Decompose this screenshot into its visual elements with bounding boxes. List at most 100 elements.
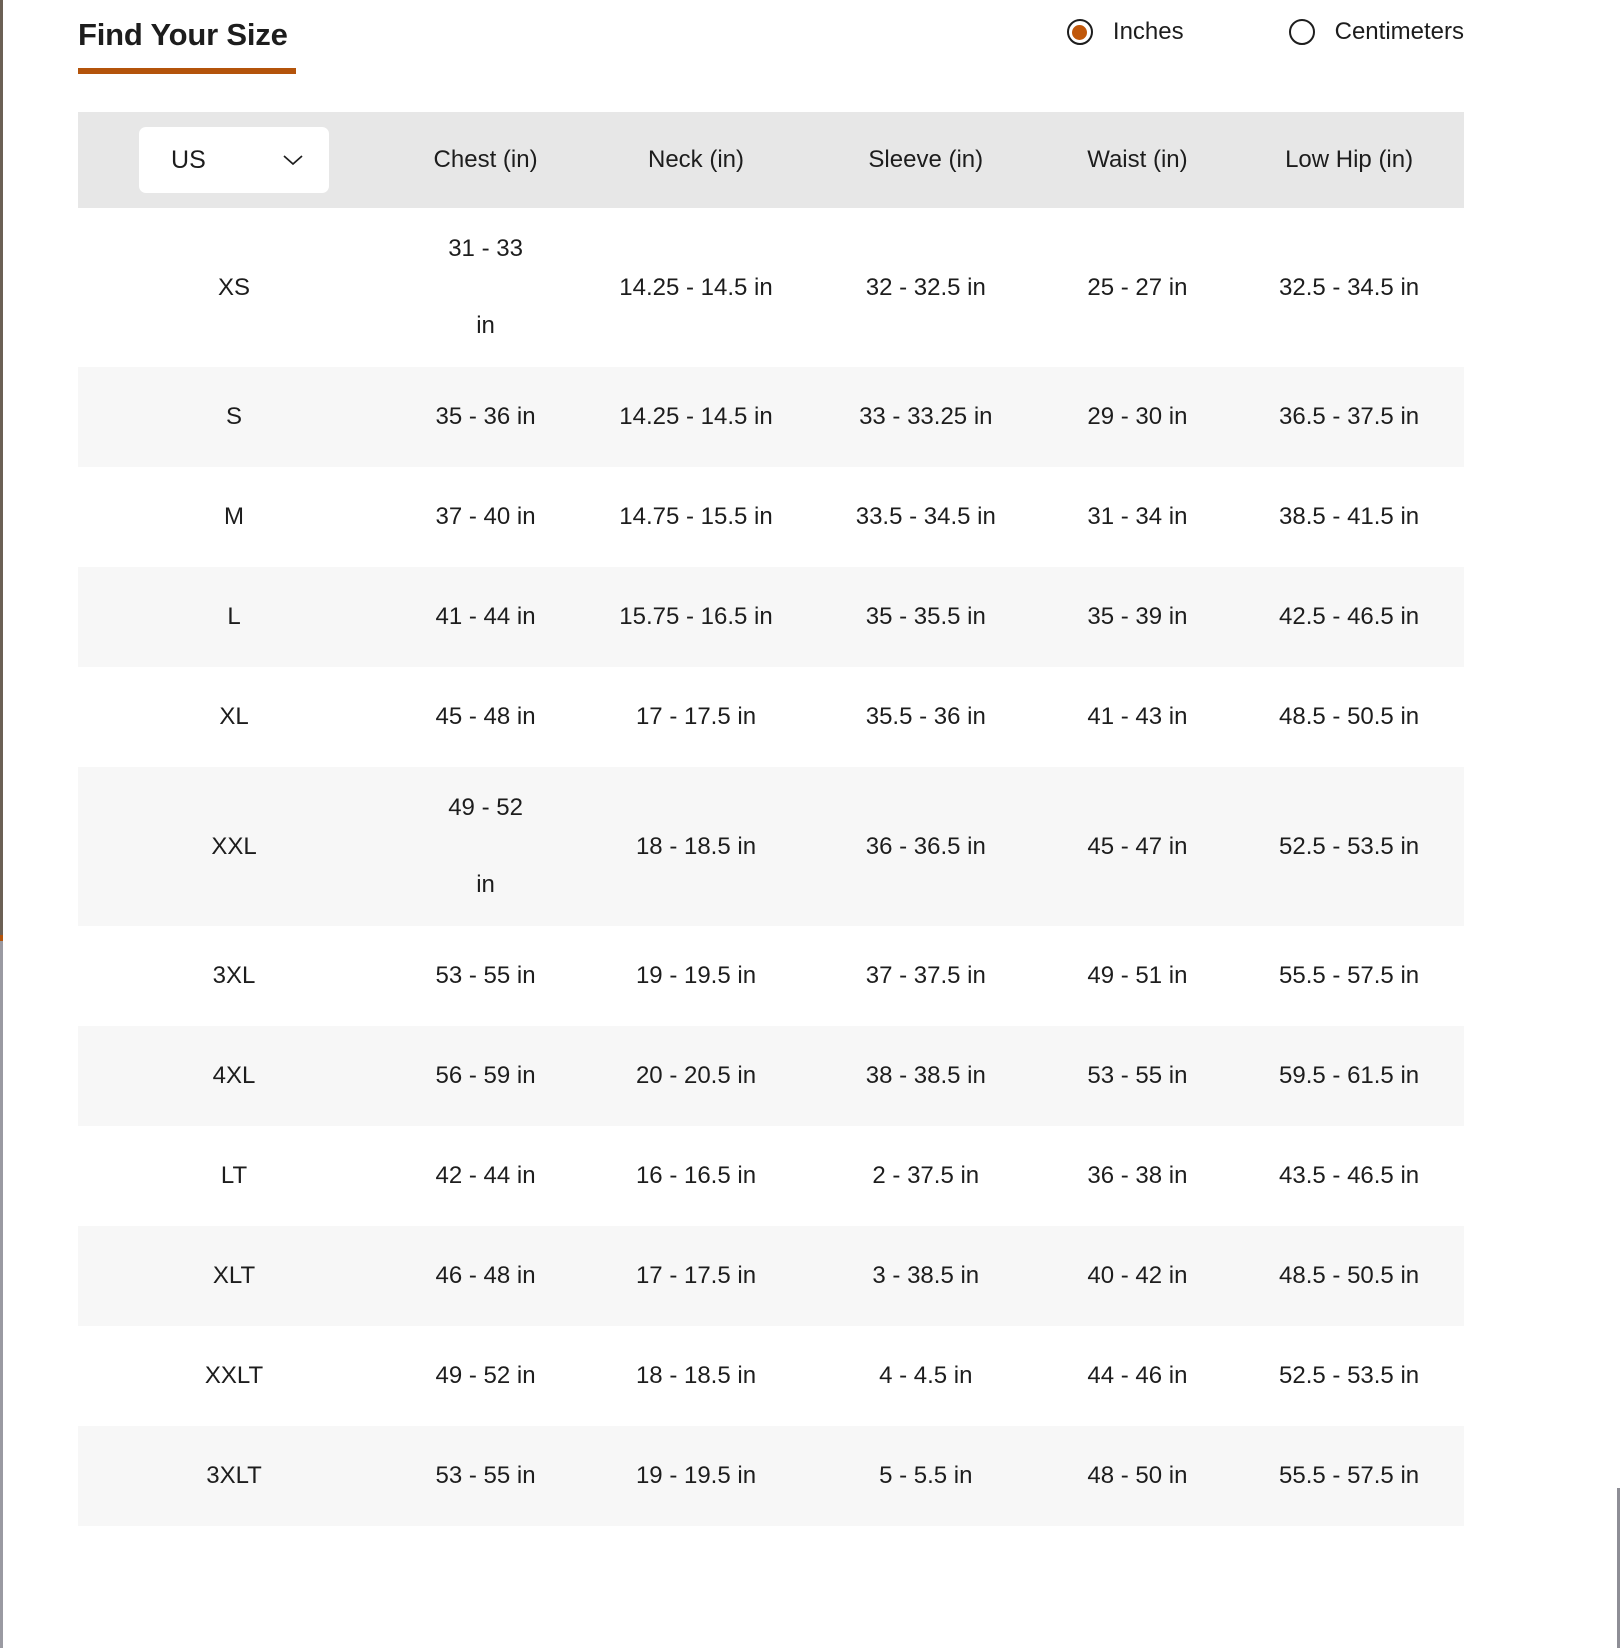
cell-neck: 17 - 17.5 in bbox=[635, 703, 757, 730]
right-edge-artifact bbox=[1617, 0, 1620, 1648]
unit-toggle-group: Inches Centimeters bbox=[1066, 18, 1464, 46]
cell-sleeve: 33 - 33.25 in bbox=[859, 403, 993, 430]
column-header-neck: Neck (in) bbox=[647, 146, 744, 173]
cell-neck: 15.75 - 16.5 in bbox=[619, 603, 773, 630]
table-row: 4XL 56 - 59 in 20 - 20.5 in 38 - 38.5 in 53 … bbox=[78, 1026, 1464, 1126]
cell-low-hip: 32.5 - 34.5 in bbox=[1279, 273, 1420, 301]
size-system-value: US bbox=[171, 145, 206, 174]
cell-size: 3XL bbox=[212, 962, 256, 989]
cell-low-hip: 36.5 - 37.5 in bbox=[1279, 403, 1420, 430]
table-row: LT 42 - 44 in 16 - 16.5 in 2 - 37.5 in 36 - … bbox=[78, 1126, 1464, 1226]
unit-option-centimeters-label: Centimeters bbox=[1334, 18, 1464, 45]
left-edge-artifact bbox=[0, 0, 3, 1648]
cell-low-hip: 55.5 - 57.5 in bbox=[1279, 1462, 1420, 1489]
cell-sleeve: 4 - 4.5 in bbox=[879, 1362, 973, 1389]
table-header: US Chest (in) Neck (in) Sleeve (in) Wais… bbox=[78, 112, 1464, 208]
cell-sleeve: 32 - 32.5 in bbox=[865, 273, 986, 301]
size-system-dropdown[interactable]: US bbox=[139, 127, 330, 193]
table-row: XXL 49 - 52 in 18 - 18.5 in 36 - 36.5 in 45 … bbox=[78, 767, 1464, 926]
cell-waist: 44 - 46 in bbox=[1087, 1362, 1188, 1389]
cell-waist: 29 - 30 in bbox=[1087, 403, 1188, 430]
cell-size: L bbox=[227, 603, 241, 630]
unit-option-inches-label: Inches bbox=[1112, 18, 1184, 45]
table-row: XL 45 - 48 in 17 - 17.5 in 35.5 - 36 in 41 -… bbox=[78, 667, 1464, 767]
table-body: XS 31 - 33 in 14.25 - 14.5 in 32 - 32.5 in 2… bbox=[78, 208, 1464, 1526]
cell-sleeve: 35.5 - 36 in bbox=[865, 703, 986, 730]
cell-low-hip: 52.5 - 53.5 in bbox=[1279, 832, 1420, 860]
cell-neck: 16 - 16.5 in bbox=[635, 1162, 757, 1189]
table-header-row: US Chest (in) Neck (in) Sleeve (in) Wais… bbox=[78, 112, 1464, 208]
cell-neck: 18 - 18.5 in bbox=[635, 1362, 757, 1389]
cell-waist: 45 - 47 in bbox=[1087, 832, 1188, 860]
chart-header: Find Your Size Inches Centimeters bbox=[78, 0, 1464, 112]
cell-sleeve: 5 - 5.5 in bbox=[879, 1462, 973, 1489]
unit-option-inches[interactable]: Inches bbox=[1066, 18, 1184, 46]
cell-waist: 36 - 38 in bbox=[1087, 1162, 1188, 1189]
cell-low-hip: 42.5 - 46.5 in bbox=[1279, 603, 1420, 630]
cell-sleeve: 36 - 36.5 in bbox=[865, 832, 986, 860]
radio-unselected-icon bbox=[1288, 19, 1315, 45]
cell-chest: 45 - 48 in bbox=[435, 703, 536, 730]
size-chart-table: US Chest (in) Neck (in) Sleeve (in) Wais… bbox=[78, 112, 1464, 1526]
cell-chest: 53 - 55 in bbox=[435, 962, 536, 989]
cell-neck: 14.25 - 14.5 in bbox=[619, 273, 773, 301]
cell-neck: 17 - 17.5 in bbox=[635, 1262, 757, 1289]
cell-size: S bbox=[226, 403, 243, 430]
column-header-sleeve: Sleeve (in) bbox=[868, 146, 984, 173]
cell-low-hip: 55.5 - 57.5 in bbox=[1279, 962, 1420, 989]
cell-neck: 19 - 19.5 in bbox=[635, 1462, 757, 1489]
cell-chest: 41 - 44 in bbox=[435, 603, 536, 630]
cell-low-hip: 38.5 - 41.5 in bbox=[1279, 503, 1420, 530]
cell-sleeve: 38 - 38.5 in bbox=[865, 1062, 986, 1089]
cell-neck: 19 - 19.5 in bbox=[635, 962, 757, 989]
cell-chest: 31 - 33 in bbox=[448, 234, 523, 339]
cell-sleeve: 37 - 37.5 in bbox=[865, 962, 986, 989]
cell-neck: 14.25 - 14.5 in bbox=[619, 403, 773, 430]
table-row: XLT 46 - 48 in 17 - 17.5 in 3 - 38.5 in 40 -… bbox=[78, 1226, 1464, 1326]
cell-chest: 49 - 52 in bbox=[448, 793, 523, 898]
cell-waist: 35 - 39 in bbox=[1087, 603, 1188, 630]
cell-waist: 25 - 27 in bbox=[1087, 273, 1188, 301]
cell-size: M bbox=[224, 503, 245, 530]
table-row: 3XL 53 - 55 in 19 - 19.5 in 37 - 37.5 in 49 … bbox=[78, 926, 1464, 1026]
cell-sleeve: 3 - 38.5 in bbox=[872, 1262, 980, 1289]
cell-chest: 35 - 36 in bbox=[435, 403, 536, 430]
column-header-low-hip: Low Hip (in) bbox=[1285, 146, 1414, 173]
cell-chest: 42 - 44 in bbox=[435, 1162, 536, 1189]
cell-neck: 14.75 - 15.5 in bbox=[619, 503, 773, 530]
column-header-chest: Chest (in) bbox=[433, 146, 538, 173]
unit-option-centimeters[interactable]: Centimeters bbox=[1288, 18, 1464, 46]
cell-size: XXLT bbox=[204, 1362, 264, 1389]
cell-size: 3XLT bbox=[206, 1462, 262, 1489]
radio-selected-icon bbox=[1066, 19, 1093, 45]
table-row: L 41 - 44 in 15.75 - 16.5 in 35 - 35.5 in 35… bbox=[78, 567, 1464, 667]
title-underline bbox=[78, 68, 296, 74]
cell-waist: 31 - 34 in bbox=[1087, 503, 1188, 530]
cell-chest: 53 - 55 in bbox=[435, 1462, 536, 1489]
cell-chest: 56 - 59 in bbox=[435, 1062, 536, 1089]
table-row: XS 31 - 33 in 14.25 - 14.5 in 32 - 32.5 in 2… bbox=[78, 208, 1464, 367]
cell-waist: 49 - 51 in bbox=[1087, 962, 1188, 989]
cell-size: XLT bbox=[212, 1262, 256, 1289]
cell-chest: 46 - 48 in bbox=[435, 1262, 536, 1289]
cell-low-hip: 48.5 - 50.5 in bbox=[1279, 1262, 1420, 1289]
cell-sleeve: 35 - 35.5 in bbox=[865, 603, 986, 630]
cell-sleeve: 2 - 37.5 in bbox=[872, 1162, 980, 1189]
cell-waist: 48 - 50 in bbox=[1087, 1462, 1188, 1489]
table-row: M 37 - 40 in 14.75 - 15.5 in 33.5 - 34.5 in… bbox=[78, 467, 1464, 567]
cell-waist: 40 - 42 in bbox=[1087, 1262, 1188, 1289]
cell-neck: 18 - 18.5 in bbox=[635, 832, 757, 860]
column-header-waist: Waist (in) bbox=[1087, 146, 1188, 173]
table-row: XXLT 49 - 52 in 18 - 18.5 in 4 - 4.5 in 44 -… bbox=[78, 1326, 1464, 1426]
size-system-header: US bbox=[78, 112, 390, 208]
cell-size: XL bbox=[219, 703, 249, 730]
cell-waist: 53 - 55 in bbox=[1087, 1062, 1188, 1089]
cell-low-hip: 52.5 - 53.5 in bbox=[1279, 1362, 1420, 1389]
cell-sleeve: 33.5 - 34.5 in bbox=[855, 503, 996, 530]
cell-waist: 41 - 43 in bbox=[1087, 703, 1188, 730]
table-row: 3XLT 53 - 55 in 19 - 19.5 in 5 - 5.5 in 48 -… bbox=[78, 1426, 1464, 1526]
cell-chest: 49 - 52 in bbox=[435, 1362, 536, 1389]
cell-chest: 37 - 40 in bbox=[435, 503, 536, 530]
table-row: S 35 - 36 in 14.25 - 14.5 in 33 - 33.25 in 2… bbox=[78, 367, 1464, 467]
